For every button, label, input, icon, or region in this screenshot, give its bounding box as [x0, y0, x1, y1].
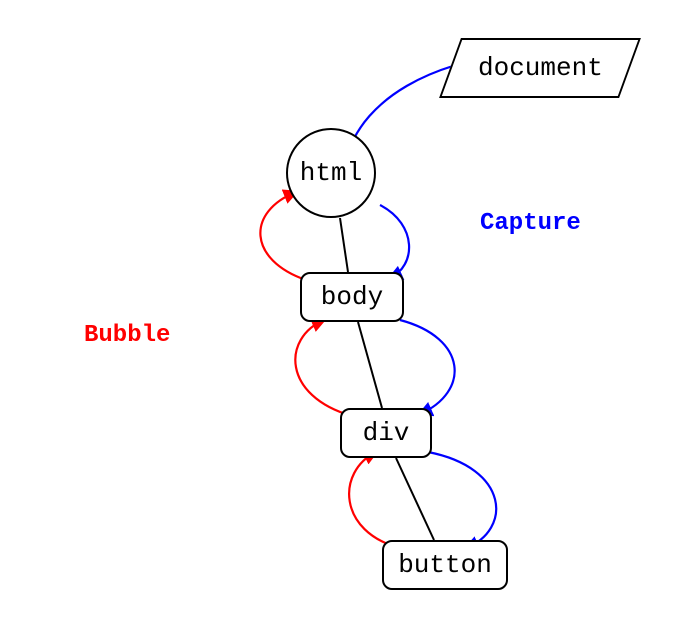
capture-label-text: Capture [480, 210, 581, 237]
body-label: body [321, 282, 383, 312]
body-node: body [300, 272, 404, 322]
direct-edges [340, 218, 434, 540]
html-label: html [300, 158, 362, 188]
bubble-arrows [260, 192, 400, 548]
capture-label: Capture [480, 210, 581, 237]
button-label: button [398, 550, 492, 580]
div-node: div [340, 408, 432, 458]
document-node: document [439, 38, 641, 98]
button-node: button [382, 540, 508, 590]
bubble-label: Bubble [84, 322, 170, 349]
div-label: div [363, 418, 410, 448]
bubble-label-text: Bubble [84, 322, 170, 349]
html-node: html [286, 128, 376, 218]
document-label: document [478, 53, 603, 83]
